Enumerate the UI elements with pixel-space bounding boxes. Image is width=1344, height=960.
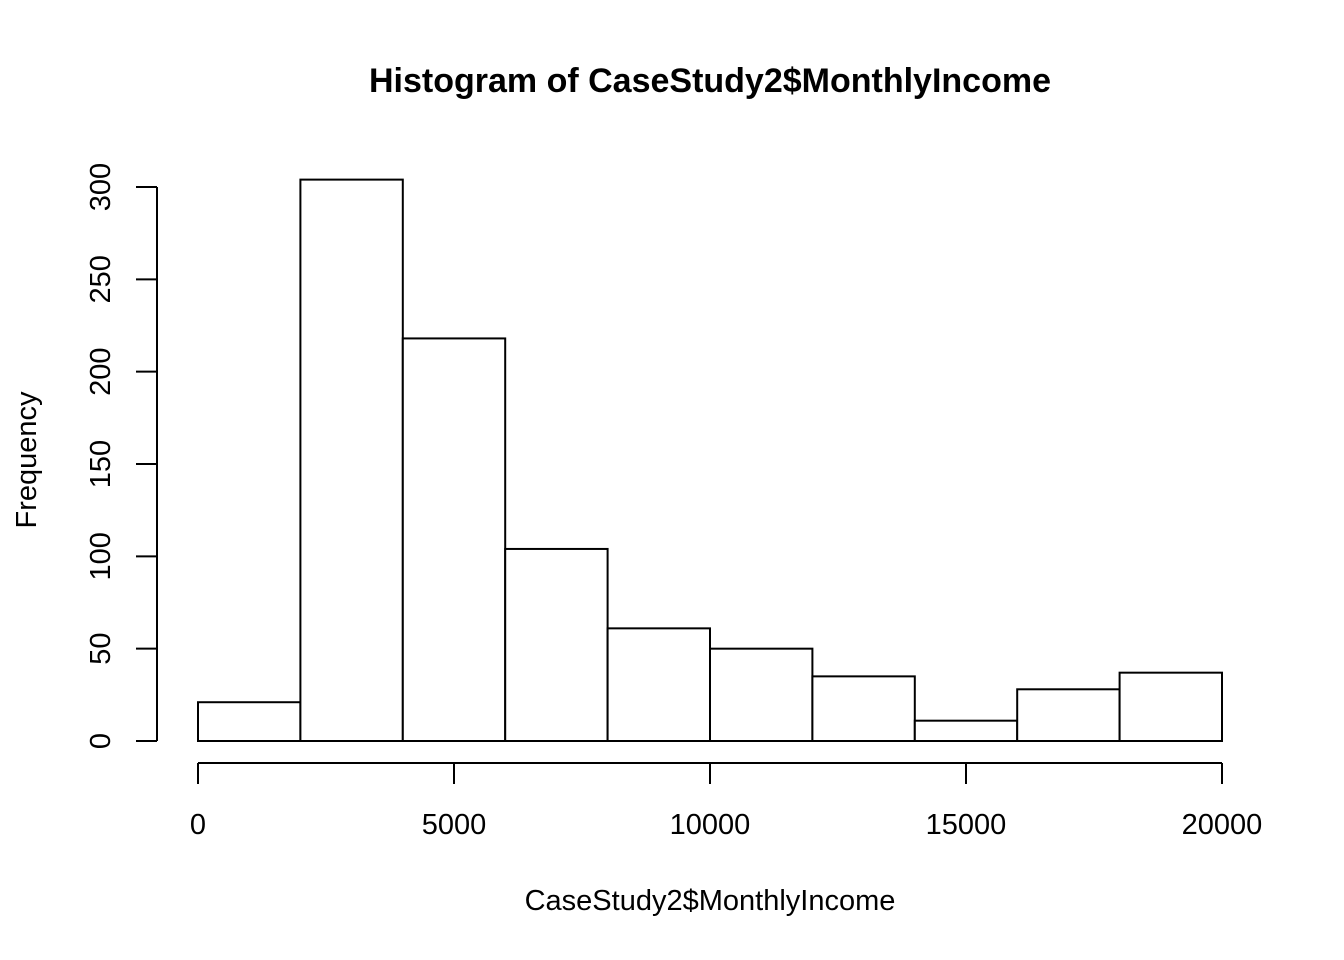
histogram-bar bbox=[504, 547, 609, 742]
histogram-bar bbox=[606, 627, 711, 742]
y-tick-label: 150 bbox=[85, 440, 117, 488]
x-tick-label: 10000 bbox=[670, 809, 751, 841]
histogram-bar bbox=[913, 719, 1019, 742]
bars-group bbox=[197, 178, 1223, 743]
y-axis-label: Frequency bbox=[11, 391, 43, 529]
x-axis-label: CaseStudy2$MonthlyIncome bbox=[525, 885, 896, 917]
y-tick-label: 200 bbox=[85, 347, 117, 395]
histogram-bar bbox=[197, 701, 302, 742]
histogram-bar bbox=[401, 337, 507, 742]
x-axis: 0 5000 10000 15000 20000 bbox=[190, 762, 1263, 841]
y-tick-label: 250 bbox=[85, 255, 117, 303]
histogram-bar bbox=[1118, 671, 1223, 743]
x-tick-label: 15000 bbox=[926, 809, 1007, 841]
y-tick-label: 0 bbox=[85, 733, 117, 749]
histogram-bar bbox=[811, 675, 916, 742]
x-tick-label: 0 bbox=[190, 809, 206, 841]
chart-title: Histogram of CaseStudy2$MonthlyIncome bbox=[369, 62, 1051, 100]
y-axis: 0 50 100 150 200 250 300 bbox=[85, 163, 158, 749]
x-tick-label: 5000 bbox=[422, 809, 487, 841]
y-tick-label: 50 bbox=[85, 633, 117, 665]
histogram-bar bbox=[1016, 688, 1121, 742]
x-tick-label: 20000 bbox=[1182, 809, 1263, 841]
histogram-bar bbox=[709, 647, 814, 743]
y-tick-label: 300 bbox=[85, 163, 117, 211]
y-tick-label: 100 bbox=[85, 532, 117, 580]
histogram-bar bbox=[299, 178, 404, 742]
